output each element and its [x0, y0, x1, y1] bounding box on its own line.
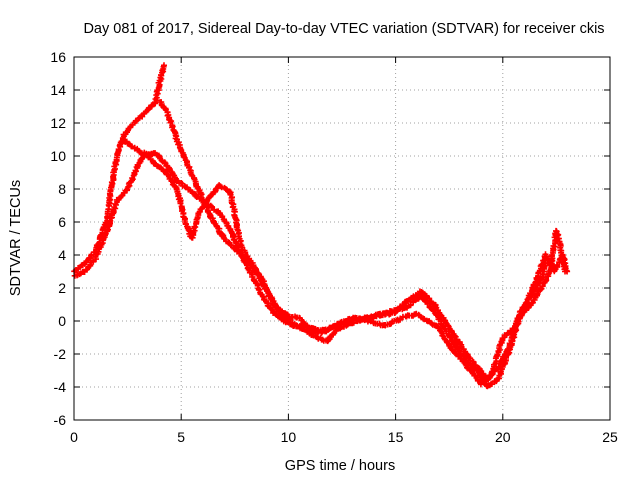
y-tick-label: 2 — [58, 280, 66, 296]
series-track-b — [157, 99, 549, 383]
plus-markers — [71, 62, 167, 275]
plus-markers — [120, 137, 571, 388]
y-tick-label: 8 — [58, 181, 66, 197]
plot-frame — [73, 56, 611, 421]
y-tick-label: -4 — [54, 379, 67, 395]
y-tick-label: 10 — [50, 148, 66, 164]
plus-markers — [71, 149, 569, 390]
y-tick-label: -6 — [54, 412, 67, 428]
series-track-c — [71, 149, 569, 390]
y-tick-label: 6 — [58, 214, 66, 230]
series-track-d — [120, 137, 571, 388]
x-axis-label: GPS time / hours — [285, 458, 395, 474]
x-tick-label: 25 — [602, 429, 618, 445]
y-tick-label: 4 — [58, 247, 66, 263]
y-tick-label: 14 — [50, 82, 66, 98]
axis-ticks: 0 5 10 15 20 25 -6 -4 -2 0 2 4 6 8 10 12 14 16 — [50, 49, 618, 445]
chart-title: Day 081 of 2017, Sidereal Day-to-day VTE… — [83, 21, 604, 37]
series-track-a — [71, 62, 167, 275]
y-tick-label: -2 — [54, 346, 67, 362]
data-series — [71, 62, 571, 390]
grid — [74, 57, 610, 420]
x-tick-label: 0 — [70, 429, 78, 445]
y-tick-label: 16 — [50, 49, 66, 65]
x-tick-label: 5 — [177, 429, 185, 445]
x-tick-label: 20 — [495, 429, 511, 445]
plus-markers — [157, 99, 549, 383]
y-tick-label: 0 — [58, 313, 66, 329]
y-axis-label: SDTVAR / TECUs — [8, 180, 24, 296]
x-tick-label: 10 — [281, 429, 297, 445]
x-tick-label: 15 — [388, 429, 404, 445]
y-tick-label: 12 — [50, 115, 66, 131]
